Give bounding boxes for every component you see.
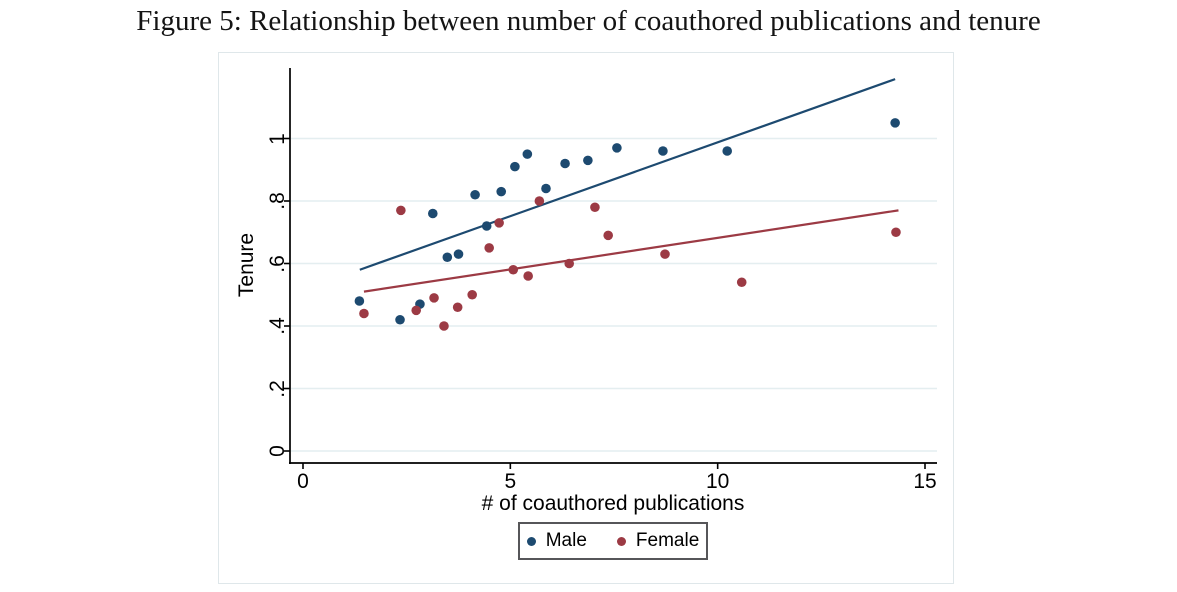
male-data-point xyxy=(453,249,464,259)
male-data-point xyxy=(470,189,480,200)
male-data-point xyxy=(612,143,622,153)
male-data-point xyxy=(395,314,405,325)
female-data-point xyxy=(467,289,477,300)
female-data-point xyxy=(508,264,519,275)
female-data-point xyxy=(534,196,545,206)
male-data-point xyxy=(658,146,668,156)
female-data-point xyxy=(603,230,613,241)
male-data-point xyxy=(583,155,593,166)
male-data-point xyxy=(522,149,533,159)
female-data-point xyxy=(590,202,600,213)
female-fit-line xyxy=(363,209,899,293)
female-data-point xyxy=(429,293,439,303)
graph-region xyxy=(218,52,954,584)
legend-entry-female: Female xyxy=(616,530,700,552)
female-data-point xyxy=(396,205,406,216)
male-marker-icon xyxy=(526,536,536,546)
male-data-point xyxy=(541,183,551,194)
female-data-point xyxy=(411,305,422,316)
male-data-point xyxy=(560,158,570,169)
figure-caption: Figure 5: Relationship between number of… xyxy=(136,5,1041,37)
female-data-point xyxy=(484,243,494,253)
legend-label-female: Female xyxy=(635,530,700,551)
male-data-point xyxy=(442,252,453,263)
female-data-point xyxy=(494,218,504,228)
male-data-point xyxy=(354,296,365,306)
x-axis-title: # of coauthored publications xyxy=(481,492,745,515)
female-data-point xyxy=(452,302,463,313)
male-data-point xyxy=(890,118,900,128)
legend: Male Female xyxy=(518,522,708,560)
female-marker-icon xyxy=(616,536,626,546)
male-data-point xyxy=(510,161,520,172)
male-fit-line xyxy=(359,78,896,271)
legend-entry-male: Male xyxy=(526,530,587,552)
female-data-point xyxy=(523,271,533,281)
legend-label-male: Male xyxy=(545,530,587,551)
y-axis-title: Tenure xyxy=(235,232,258,298)
female-data-point xyxy=(736,277,747,288)
male-data-point xyxy=(722,146,733,156)
female-data-point xyxy=(439,321,449,331)
female-data-point xyxy=(891,227,901,238)
male-data-point xyxy=(496,186,507,197)
female-data-point xyxy=(564,258,575,269)
male-data-point xyxy=(427,208,438,219)
female-data-point xyxy=(660,249,670,259)
female-data-point xyxy=(359,308,369,319)
male-data-point xyxy=(481,221,492,231)
